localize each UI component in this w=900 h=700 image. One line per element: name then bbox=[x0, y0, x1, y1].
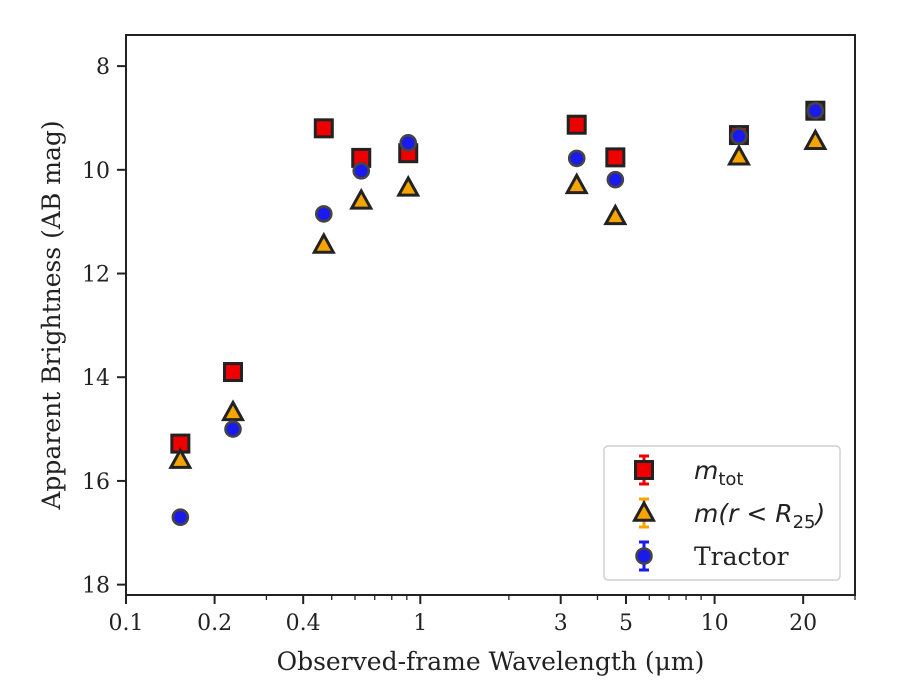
triangle-point bbox=[311, 231, 336, 254]
legend-triangle-marker bbox=[631, 499, 657, 522]
circle-point bbox=[606, 170, 625, 189]
x-tick-label: 0.4 bbox=[286, 611, 321, 636]
circle-point bbox=[352, 162, 371, 180]
legend-box bbox=[603, 445, 841, 581]
x-tick-label: 0.2 bbox=[197, 611, 232, 636]
square-point bbox=[313, 118, 334, 139]
plot-frame bbox=[125, 34, 856, 596]
circle-point bbox=[171, 508, 190, 527]
triangle-point bbox=[803, 128, 828, 150]
x-tick-label: 20 bbox=[789, 611, 817, 636]
series-triangle bbox=[168, 128, 828, 469]
circle-point bbox=[224, 420, 242, 438]
data-layer bbox=[168, 100, 828, 527]
legend-label: mtot bbox=[694, 456, 744, 490]
y-tick-label: 14 bbox=[82, 366, 110, 391]
triangle-point bbox=[168, 447, 193, 469]
triangle-point bbox=[564, 172, 589, 195]
legend-label: Tractor bbox=[694, 542, 789, 571]
circle-point bbox=[399, 134, 418, 152]
x-axis-label: Observed-frame Wavelength (μm) bbox=[277, 647, 705, 676]
y-tick-label: 16 bbox=[82, 470, 110, 495]
triangle-point bbox=[603, 203, 628, 226]
x-tick-label: 10 bbox=[701, 611, 729, 636]
y-tick-label: 18 bbox=[82, 574, 110, 599]
circle-point bbox=[730, 127, 748, 145]
square-point bbox=[223, 362, 244, 383]
x-tick-label: 0.1 bbox=[109, 611, 144, 636]
circle-point bbox=[567, 149, 586, 168]
circle-point bbox=[806, 101, 825, 120]
legend-label: m(r < R25) bbox=[694, 499, 825, 533]
y-tick-label: 10 bbox=[82, 159, 110, 184]
legend-square-marker bbox=[634, 460, 654, 480]
circle-point bbox=[314, 205, 333, 223]
legend: mtot m(r < R25) Tractor bbox=[603, 445, 841, 581]
triangle-point bbox=[396, 174, 421, 197]
triangle-point bbox=[349, 187, 374, 210]
x-tick-label: 5 bbox=[619, 611, 633, 636]
x-tick-label: 1 bbox=[413, 611, 427, 636]
triangle-point bbox=[726, 143, 751, 166]
square-point bbox=[605, 147, 626, 168]
y-tick-label: 12 bbox=[82, 263, 110, 288]
square-point bbox=[566, 114, 587, 135]
series-circle bbox=[171, 101, 825, 527]
y-axis-label: Apparent Brightness (AB mag) bbox=[37, 120, 66, 510]
y-tick-label: 8 bbox=[96, 55, 110, 80]
x-tick-label: 3 bbox=[554, 611, 568, 636]
series-square bbox=[170, 100, 826, 454]
legend-circle-marker bbox=[635, 547, 653, 565]
triangle-point bbox=[220, 399, 246, 422]
axis-ticks: 0.1 0.2 0.4 1 3 5 10 20 8 10 12 14 16 18 bbox=[82, 55, 856, 636]
